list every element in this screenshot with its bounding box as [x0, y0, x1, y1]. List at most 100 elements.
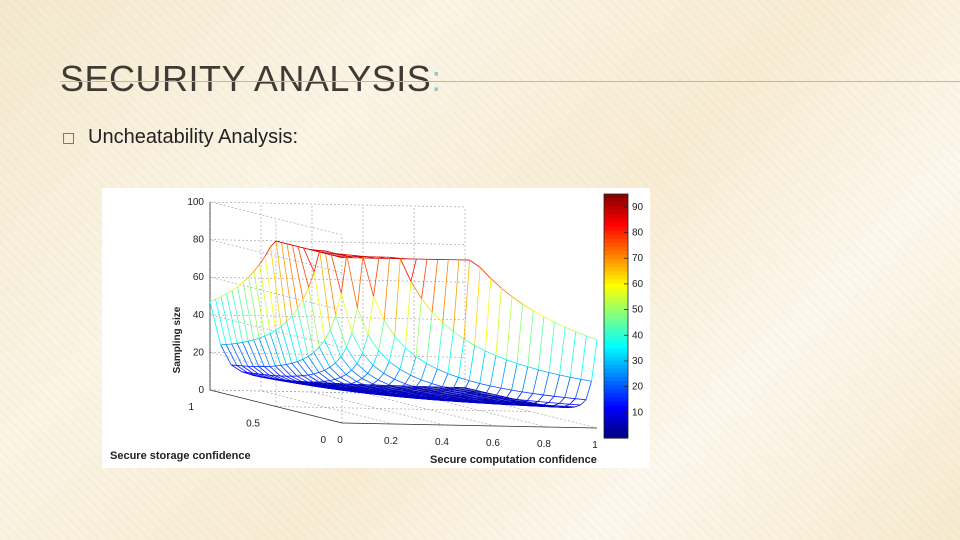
mesh-line	[364, 385, 370, 388]
colorbar-swatch	[604, 218, 628, 224]
mesh-line	[303, 247, 310, 250]
mesh-line	[248, 339, 254, 342]
mesh-line	[324, 339, 336, 364]
mesh-line	[253, 339, 265, 367]
mesh-line	[291, 308, 298, 317]
mesh-line	[495, 288, 502, 356]
mesh-line	[520, 403, 527, 406]
mesh-line	[399, 258, 412, 282]
mesh-line	[264, 333, 271, 337]
colorbar-swatch	[604, 336, 628, 341]
mesh-line	[305, 382, 312, 385]
mesh-line	[302, 356, 309, 360]
mesh-line	[467, 399, 473, 402]
mesh-line	[394, 336, 406, 349]
mesh-line	[385, 388, 392, 391]
colorbar-swatch	[604, 307, 628, 313]
mesh-line	[440, 399, 447, 401]
mesh-line	[313, 346, 320, 353]
colorbar-swatch	[604, 259, 628, 264]
mesh-line	[263, 366, 276, 376]
mesh-line	[327, 384, 333, 387]
mesh-line	[548, 322, 555, 373]
mesh-line	[580, 378, 592, 382]
y-axis-line	[209, 389, 343, 424]
mesh-line	[447, 373, 459, 378]
mesh-line	[463, 260, 470, 340]
mesh-line	[280, 326, 293, 364]
colorbar-swatch	[604, 295, 628, 301]
mesh-line	[408, 396, 415, 398]
colorbar-swatch	[604, 340, 628, 346]
mesh-line	[537, 401, 549, 403]
mesh-line	[396, 390, 403, 393]
grid-line	[209, 239, 466, 245]
mesh-line	[351, 369, 363, 379]
mesh-line	[353, 384, 360, 387]
mesh-line	[387, 394, 393, 397]
mesh-line	[258, 373, 264, 376]
colorbar-swatch	[604, 287, 628, 293]
mesh-line	[511, 363, 518, 391]
mesh-line	[353, 386, 360, 389]
mesh-line	[338, 389, 345, 391]
mesh-line	[542, 405, 548, 408]
mesh-line	[263, 377, 269, 379]
mesh-line	[318, 369, 325, 373]
mesh-line	[404, 374, 411, 384]
mesh-line	[510, 404, 517, 406]
mesh-line	[301, 383, 307, 386]
mesh-line	[359, 386, 365, 389]
mesh-line	[360, 392, 367, 394]
mesh-line	[348, 383, 354, 386]
mesh-line	[501, 287, 513, 297]
mesh-line	[543, 394, 555, 397]
mesh-line	[504, 402, 511, 404]
colorbar-swatch	[604, 401, 628, 407]
colorbar-swatch	[604, 303, 628, 309]
mesh-line	[505, 389, 512, 399]
mesh-line	[469, 259, 481, 268]
colorbar: 10 20 30 40 50 60 70 80 90	[603, 193, 644, 439]
mesh-line	[259, 264, 271, 334]
mesh-line	[444, 389, 450, 392]
mesh-line	[258, 335, 265, 339]
mesh-line	[467, 401, 474, 403]
mesh-line	[420, 379, 432, 384]
mesh-line	[412, 390, 419, 393]
mesh-line	[372, 364, 384, 374]
mesh-line	[542, 402, 549, 406]
colorbar-tick-label: 40	[632, 330, 644, 341]
mesh-line	[358, 384, 365, 387]
colorbar-swatch	[604, 316, 628, 321]
colorbar-swatch	[604, 210, 628, 215]
mesh-line	[329, 378, 336, 382]
mesh-line	[525, 401, 532, 403]
x-tick-label: 0.4	[435, 437, 449, 448]
mesh-line	[259, 256, 266, 265]
mesh-line	[327, 386, 334, 388]
mesh-line	[553, 374, 561, 397]
mesh-line	[344, 390, 351, 392]
mesh-line	[434, 395, 441, 397]
mesh-line	[406, 386, 413, 389]
x-tick-label: 0	[337, 435, 343, 446]
mesh-line	[493, 398, 499, 400]
mesh-line	[226, 293, 238, 344]
mesh-line	[242, 365, 254, 374]
mesh-line	[530, 402, 537, 405]
mesh-line	[533, 310, 545, 318]
colorbar-swatch	[604, 214, 628, 219]
colorbar-tick-label: 10	[632, 407, 644, 418]
grid-line	[311, 391, 445, 426]
mesh-line	[335, 315, 347, 348]
mesh-line	[403, 396, 410, 398]
mesh-line	[269, 374, 281, 380]
mesh-line	[521, 366, 529, 392]
mesh-line	[519, 399, 526, 402]
mesh-line	[500, 387, 512, 391]
mesh-line	[515, 402, 521, 405]
mesh-line	[493, 399, 500, 402]
mesh-line	[580, 335, 587, 380]
